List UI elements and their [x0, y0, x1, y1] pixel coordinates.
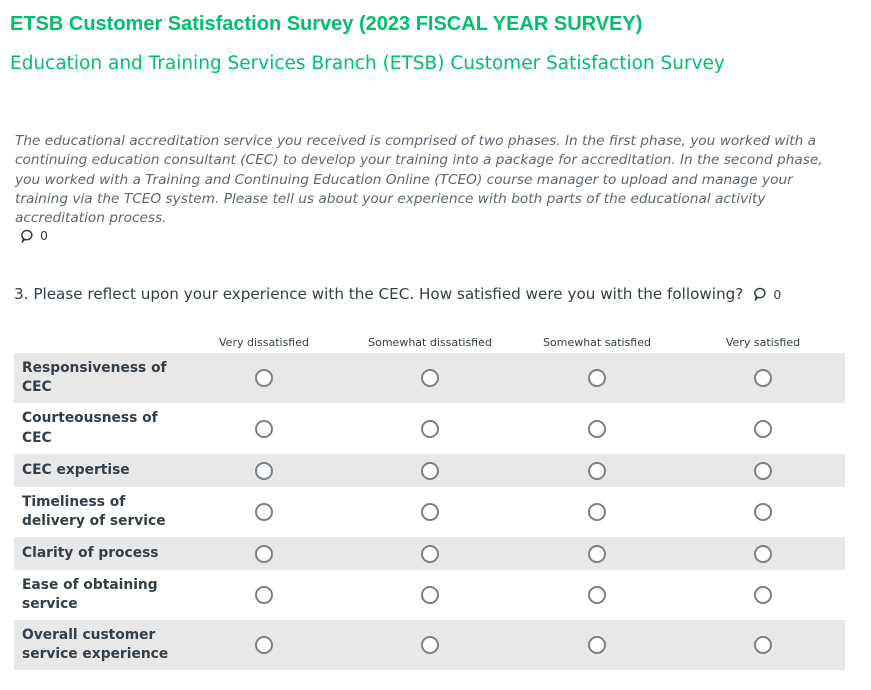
row-label: Overall customer service experience — [22, 626, 169, 663]
row-label: Courteousness of CEC — [22, 410, 158, 446]
radio-very-dissatisfied[interactable] — [255, 419, 273, 438]
radio-very-satisfied[interactable] — [754, 369, 772, 387]
column-header-somewhat-dissatisfied: Somewhat dissatisfied — [368, 336, 492, 349]
speech-bubble-icon — [21, 229, 33, 243]
radio-very-satisfied[interactable] — [754, 636, 772, 654]
intro-comment-button[interactable]: 0 — [20, 228, 48, 243]
column-header-very-dissatisfied: Very dissatisfied — [219, 336, 309, 349]
radio-somewhat-satisfied[interactable] — [588, 544, 606, 563]
radio-somewhat-satisfied[interactable] — [588, 503, 606, 521]
radio-somewhat-dissatisfied[interactable] — [421, 636, 439, 654]
satisfaction-matrix: Responsiveness of CEC Courteousness of CEC… — [14, 353, 845, 670]
matrix-row-clarity: Clarity of process — [14, 537, 845, 570]
radio-very-dissatisfied[interactable] — [255, 636, 273, 654]
comment-count: 0 — [40, 228, 48, 243]
row-label: Timeliness of delivery of service — [22, 493, 166, 530]
radio-somewhat-satisfied[interactable] — [588, 586, 606, 604]
matrix-row-courteousness: Courteousness of CEC — [14, 403, 845, 454]
row-label: CEC expertise — [22, 461, 130, 478]
radio-very-dissatisfied[interactable] — [255, 503, 273, 521]
radio-very-satisfied[interactable] — [754, 461, 772, 480]
radio-very-satisfied[interactable] — [754, 544, 772, 563]
matrix-row-timeliness: Timeliness of delivery of service — [14, 487, 845, 537]
radio-somewhat-satisfied[interactable] — [588, 419, 606, 438]
intro-text: The educational accreditation service yo… — [15, 133, 823, 227]
radio-very-satisfied[interactable] — [754, 503, 772, 521]
radio-somewhat-dissatisfied[interactable] — [421, 503, 439, 521]
column-header-very-satisfied: Very satisfied — [725, 336, 801, 349]
matrix-row-overall: Overall customer service experience — [14, 620, 845, 670]
question-comment-button[interactable]: 0 — [753, 287, 781, 302]
radio-very-dissatisfied[interactable] — [255, 369, 273, 387]
survey-title: ETSB Customer Satisfaction Survey (2023 … — [10, 13, 643, 35]
radio-somewhat-satisfied[interactable] — [588, 636, 606, 654]
matrix-row-ease: Ease of obtaining service — [14, 570, 845, 620]
radio-somewhat-dissatisfied[interactable] — [421, 461, 439, 480]
radio-very-dissatisfied[interactable] — [255, 586, 273, 604]
comment-count: 0 — [773, 286, 782, 302]
radio-somewhat-satisfied[interactable] — [588, 461, 606, 480]
row-label: Clarity of process — [22, 544, 159, 561]
radio-somewhat-dissatisfied[interactable] — [421, 369, 439, 387]
radio-somewhat-dissatisfied[interactable] — [421, 586, 439, 604]
row-label: Responsiveness of CEC — [22, 359, 167, 396]
radio-somewhat-dissatisfied[interactable] — [421, 544, 439, 563]
radio-very-dissatisfied[interactable] — [255, 544, 273, 563]
radio-somewhat-satisfied[interactable] — [588, 369, 606, 387]
question-heading: 3. Please reflect upon your experience w… — [14, 285, 781, 303]
radio-very-satisfied[interactable] — [754, 419, 772, 438]
radio-very-satisfied[interactable] — [754, 586, 772, 604]
question-text: 3. Please reflect upon your experience w… — [14, 285, 744, 303]
radio-somewhat-dissatisfied[interactable] — [421, 419, 439, 438]
matrix-row-expertise: CEC expertise — [14, 454, 845, 487]
matrix-row-responsiveness: Responsiveness of CEC — [14, 353, 845, 403]
radio-very-dissatisfied[interactable] — [255, 461, 273, 480]
speech-bubble-icon — [754, 287, 766, 301]
row-label: Ease of obtaining service — [22, 576, 158, 613]
column-header-somewhat-satisfied: Somewhat satisfied — [543, 336, 651, 349]
page-title: Education and Training Services Branch (… — [10, 53, 725, 74]
